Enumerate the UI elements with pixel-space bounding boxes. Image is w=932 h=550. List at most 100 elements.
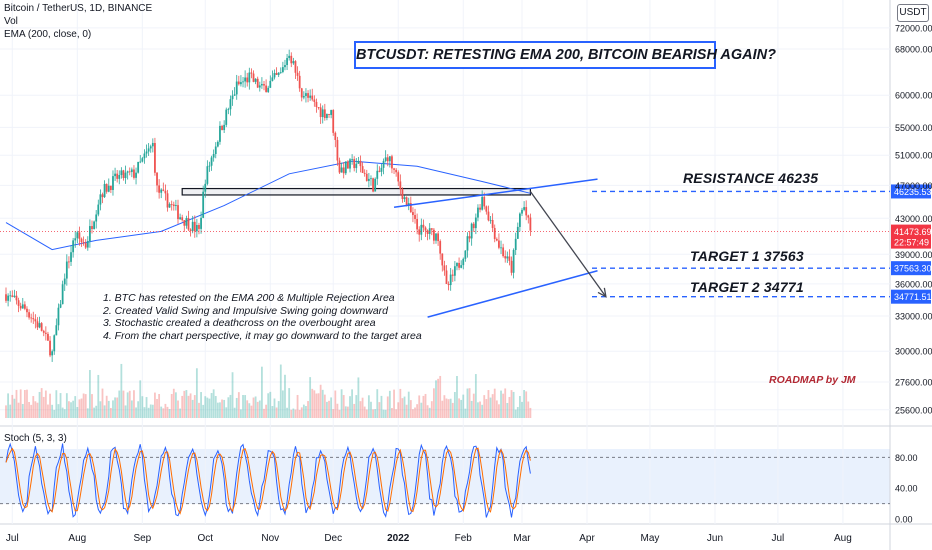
volume-bar-115: [246, 400, 249, 418]
volume-bar-235: [498, 404, 500, 418]
volume-bar-1: [7, 393, 9, 418]
volume-bar-160: [340, 389, 343, 418]
candle-body-216: [458, 262, 460, 268]
volume-bar-3: [11, 394, 14, 418]
volume-bar-220: [466, 388, 469, 418]
analysis-notes: 1. BTC has retested on the EMA 200 & Mul…: [103, 292, 422, 342]
volume-bar-111: [237, 392, 240, 418]
candle-body-156: [332, 110, 335, 133]
candle-body-191: [405, 197, 408, 206]
note-3: 3. Stochastic created a deathcross on th…: [103, 317, 376, 329]
y-tick-label-4: 51000.00: [895, 151, 932, 161]
candle-body-5: [15, 295, 18, 301]
rejection-zone-box: [181, 187, 531, 196]
candle-body-117: [250, 72, 253, 74]
volume-bar-197: [418, 395, 421, 418]
stochastic-panel: [0, 442, 890, 518]
candle-body-84: [181, 217, 184, 221]
volume-bar-146: [311, 388, 314, 418]
volume-bar-100: [214, 396, 217, 418]
volume-bar-162: [344, 406, 347, 418]
volume-bar-28: [63, 409, 66, 418]
candle-body-69: [149, 146, 152, 149]
candles: [5, 49, 532, 362]
candle-body-40: [89, 226, 91, 242]
candle-body-52: [114, 173, 116, 177]
volume-bar-202: [428, 407, 431, 418]
volume-bar-15: [36, 402, 39, 418]
candle-body-144: [307, 93, 309, 98]
symbol-legend: Bitcoin / TetherUS, 1D, BINANCE: [4, 3, 153, 14]
candle-body-55: [120, 170, 123, 176]
volume-bar-218: [462, 394, 465, 418]
candle-body-42: [93, 221, 95, 230]
volume-bar-7: [19, 389, 22, 418]
candle-body-32: [72, 240, 75, 253]
candle-body-139: [296, 72, 299, 76]
volume-bar-97: [208, 398, 211, 418]
candle-body-109: [233, 94, 236, 96]
candle-body-16: [38, 323, 41, 328]
candle-body-89: [191, 221, 194, 231]
candle-body-224: [474, 217, 477, 229]
volume-bar-165: [351, 389, 353, 418]
volume-bar-66: [143, 407, 146, 418]
candle-body-213: [451, 274, 454, 276]
candle-body-87: [187, 218, 190, 230]
candle-body-137: [292, 61, 295, 64]
volume-bar-182: [386, 396, 389, 418]
candle-body-173: [367, 178, 370, 181]
volume-bar-196: [416, 404, 419, 418]
stoch-d-line: [5, 447, 531, 515]
candle-body-239: [506, 256, 509, 259]
candle-body-35: [78, 232, 81, 239]
volume-bar-199: [422, 395, 425, 418]
level-tag-1: 37563.30: [894, 264, 932, 274]
candle-body-180: [382, 160, 385, 168]
candle-body-231: [489, 219, 492, 221]
volume-bar-192: [407, 391, 410, 418]
volume-bar-142: [302, 404, 305, 418]
volume-bar-139: [296, 394, 299, 418]
candle-body-146: [311, 95, 314, 100]
currency-badge[interactable]: USDT: [897, 4, 929, 22]
volume-bar-126: [269, 391, 272, 418]
volume-bar-45: [99, 401, 102, 418]
target-2-label: TARGET 2 34771: [690, 279, 804, 295]
volume-bar-10: [26, 389, 28, 418]
candle-body-162: [344, 161, 347, 174]
candle-body-230: [487, 211, 490, 221]
candle-body-68: [147, 148, 150, 152]
volume-bar-25: [57, 404, 60, 418]
candle-body-225: [477, 207, 479, 218]
candle-body-242: [512, 250, 515, 273]
candle-body-101: [216, 141, 219, 147]
volume-legend: Vol: [4, 16, 18, 27]
x-tick-label-2: Sep: [133, 533, 151, 544]
y-tick-label-12: 25600.00: [895, 405, 932, 415]
volume-bar-244: [516, 407, 519, 418]
volume-bar-74: [160, 406, 163, 418]
candle-body-72: [156, 172, 158, 186]
candle-body-8: [21, 304, 24, 309]
candle-body-54: [118, 175, 121, 179]
candle-body-228: [483, 196, 486, 207]
volume-bar-83: [179, 408, 181, 418]
volume-bar-204: [433, 388, 435, 418]
volume-bar-73: [158, 394, 161, 418]
candle-body-201: [426, 230, 429, 234]
candle-body-27: [61, 284, 64, 305]
volume-bar-94: [202, 404, 205, 418]
volume-bar-210: [445, 398, 448, 418]
volume-bar-27: [61, 407, 64, 418]
candle-body-174: [370, 178, 372, 180]
candle-body-86: [185, 218, 188, 226]
candle-body-143: [305, 93, 307, 97]
volume-bar-54: [118, 390, 121, 418]
candle-body-31: [70, 252, 72, 262]
volume-bar-14: [34, 401, 37, 418]
candle-body-83: [179, 217, 181, 220]
volume-bar-171: [363, 406, 366, 418]
